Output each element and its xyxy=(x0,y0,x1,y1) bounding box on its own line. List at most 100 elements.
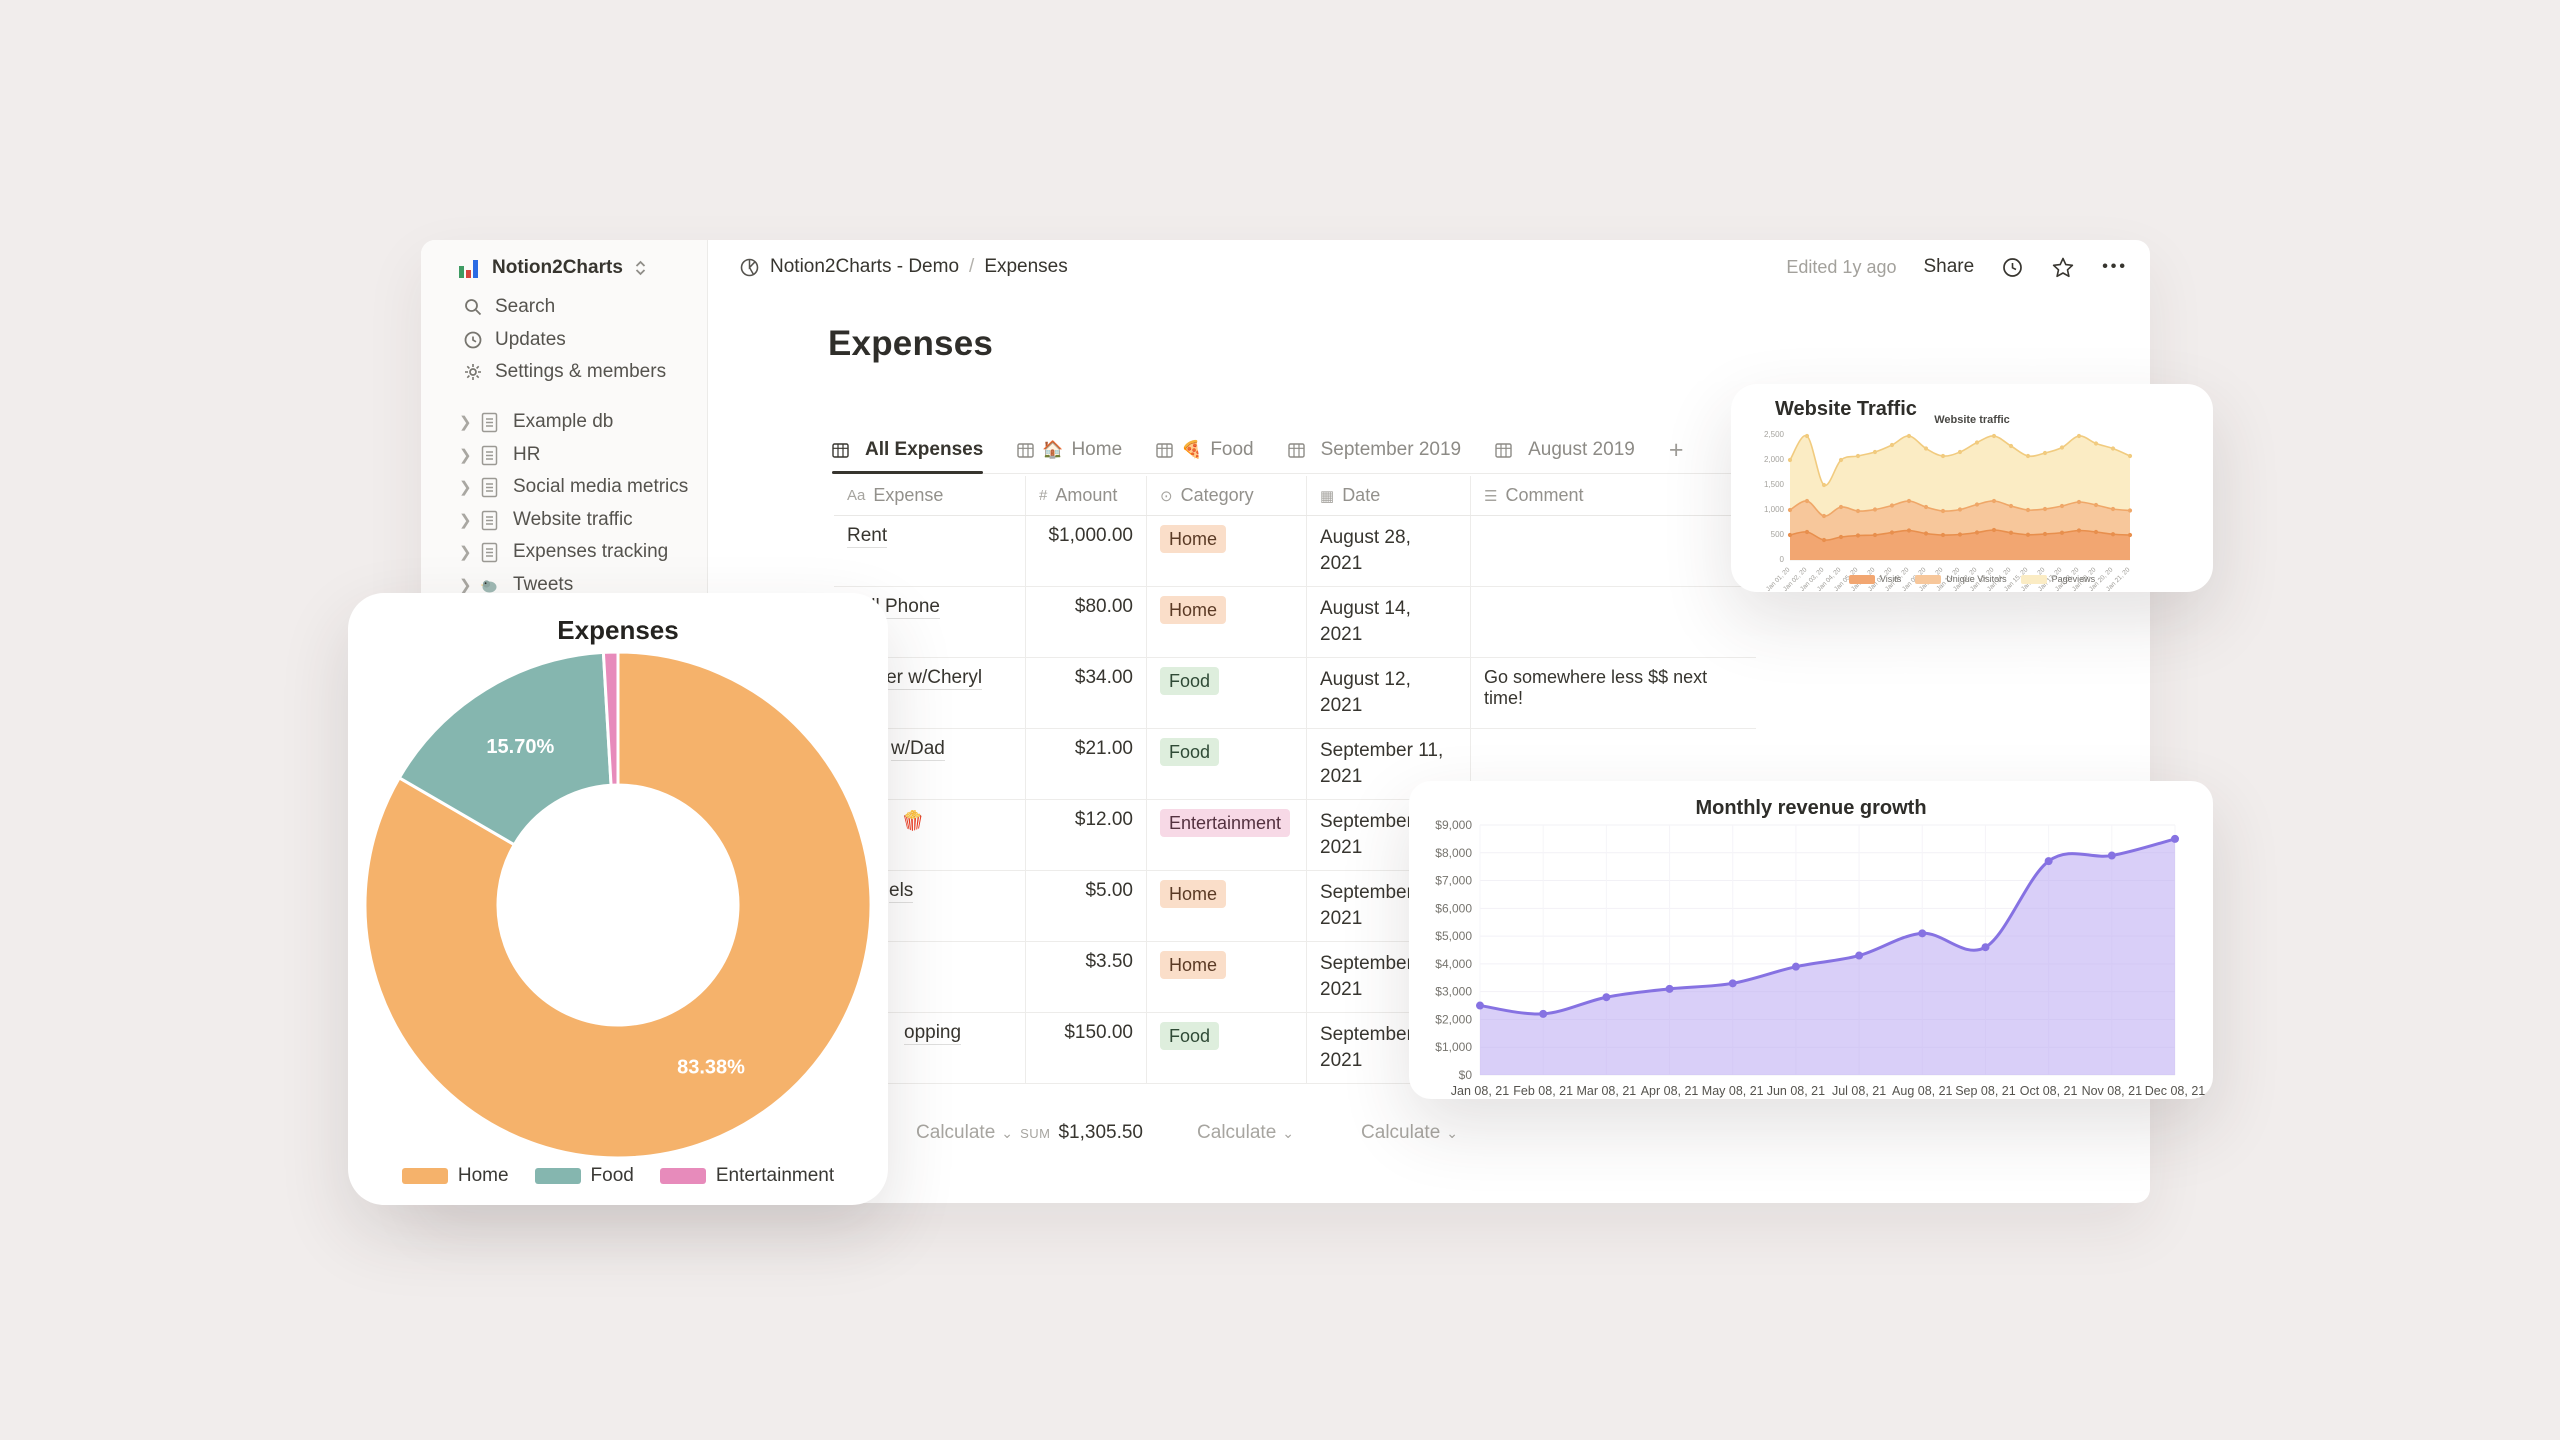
calculate-button-expense[interactable]: Calculate ⌄ xyxy=(916,1122,1013,1143)
cell-date[interactable]: September 11, 2021 xyxy=(1307,729,1471,799)
sidebar-item-updates[interactable]: Updates xyxy=(421,324,708,356)
page-icon xyxy=(481,412,498,432)
add-view-button[interactable]: + xyxy=(1668,436,1684,464)
more-options-button[interactable]: ••• xyxy=(2102,258,2128,275)
cell-comment[interactable] xyxy=(1471,516,1756,586)
calculate-button-date[interactable]: Calculate ⌄ xyxy=(1361,1122,1458,1143)
calculate-button-category[interactable]: Calculate ⌄ xyxy=(1197,1122,1294,1143)
workspace-switcher[interactable]: Notion2Charts xyxy=(457,256,647,280)
cell-amount[interactable]: $5.00 xyxy=(1026,871,1147,941)
svg-text:1,000: 1,000 xyxy=(1764,505,1785,514)
cell-category[interactable]: Food xyxy=(1147,1013,1307,1083)
cell-comment[interactable]: Go somewhere less $$ next time! xyxy=(1484,667,1708,708)
table-row[interactable]: Rent $1,000.00 Home August 28, 2021 xyxy=(834,516,1756,587)
cell-amount[interactable]: $34.00 xyxy=(1026,658,1147,728)
legend-swatch xyxy=(1848,574,1875,584)
cell-amount[interactable]: $1,000.00 xyxy=(1026,516,1147,586)
cell-comment[interactable] xyxy=(1471,587,1756,657)
category-tag: Food xyxy=(1160,738,1220,766)
topbar: Notion2Charts - Demo / Expenses Edited 1… xyxy=(708,240,2150,294)
breadcrumb-root[interactable]: Notion2Charts - Demo xyxy=(770,256,960,277)
cell-expense[interactable]: 🍿 xyxy=(834,800,1026,870)
cell-category[interactable]: Home xyxy=(1147,587,1307,657)
sidebar-page-example-db[interactable]: ❯ Example db xyxy=(421,406,708,438)
cell-date[interactable]: August 12, 2021 xyxy=(1307,658,1471,728)
svg-text:0: 0 xyxy=(1780,555,1785,564)
sidebar-page-expenses-tracking[interactable]: ❯ Expenses tracking xyxy=(421,536,708,568)
cell-category[interactable]: Home xyxy=(1147,942,1307,1012)
share-button[interactable]: Share xyxy=(1923,256,1975,277)
legend-item: Visits xyxy=(1848,574,1901,584)
table-row[interactable]: Cell Phone $80.00 Home August 14, 2021 xyxy=(834,587,1756,658)
column-header-category[interactable]: ⊙ Category xyxy=(1147,476,1307,515)
svg-text:Nov 08, 21: Nov 08, 21 xyxy=(2082,1084,2143,1098)
expenses-table: Aa Expense # Amount ⊙ Category ▦ Date ☰ Comme… xyxy=(834,476,1756,1144)
amount-sum[interactable]: SUM $1,305.50 xyxy=(1020,1122,1147,1144)
cell-category[interactable]: Food xyxy=(1147,729,1307,799)
chevron-right-icon[interactable]: ❯ xyxy=(459,414,472,431)
sidebar-item-label: Settings & members xyxy=(495,361,667,382)
chevron-right-icon[interactable]: ❯ xyxy=(459,544,472,561)
tab-all-expenses[interactable]: All Expenses xyxy=(832,439,984,474)
website-traffic-card: Website Traffic Website traffic 0 500 1,00… xyxy=(1731,384,2213,593)
page-title: Expenses xyxy=(828,324,994,363)
svg-text:Oct 08, 21: Oct 08, 21 xyxy=(2020,1084,2078,1098)
column-header-date[interactable]: ▦ Date xyxy=(1307,476,1471,515)
page-icon xyxy=(481,477,498,497)
monthly-revenue-card: Monthly revenue growth $0 $1,000 $2,000 $3,… xyxy=(1409,781,2213,1099)
chevron-up-down-icon xyxy=(635,260,646,276)
breadcrumb-page[interactable]: Expenses xyxy=(984,256,1068,277)
tab-home[interactable]: 🏠 Home xyxy=(1017,439,1122,473)
svg-text:Dec 08, 21: Dec 08, 21 xyxy=(2145,1084,2206,1098)
sidebar-page-website-traffic[interactable]: ❯ Website traffic xyxy=(421,504,708,536)
cell-date[interactable]: August 14, 2021 xyxy=(1307,587,1471,657)
cell-expense[interactable]: Rent xyxy=(834,516,1026,586)
tab-september-2019[interactable]: September 2019 xyxy=(1287,439,1461,473)
cell-category[interactable]: Home xyxy=(1147,871,1307,941)
chevron-right-icon[interactable]: ❯ xyxy=(459,447,472,464)
table-row[interactable]: els $5.00 Home September 3, 2021 xyxy=(834,871,1756,942)
clock-icon xyxy=(464,331,482,349)
cell-category[interactable]: Entertainment xyxy=(1147,800,1307,870)
table-row[interactable]: w/Dad $21.00 Food September 11, 2021 xyxy=(834,729,1756,800)
cell-category[interactable]: Food xyxy=(1147,658,1307,728)
sidebar-item-settings[interactable]: Settings & members xyxy=(421,356,708,388)
cell-category[interactable]: Home xyxy=(1147,516,1307,586)
cell-amount[interactable]: $12.00 xyxy=(1026,800,1147,870)
sidebar-page-hr[interactable]: ❯ HR xyxy=(421,439,708,471)
sidebar-item-search[interactable]: Search xyxy=(421,291,708,323)
page-icon xyxy=(481,510,498,530)
column-header-expense[interactable]: Aa Expense xyxy=(834,476,1026,515)
text-property-icon: Aa xyxy=(847,487,866,504)
cell-amount[interactable]: $150.00 xyxy=(1026,1013,1147,1083)
cell-amount[interactable]: $3.50 xyxy=(1026,942,1147,1012)
chevron-right-icon[interactable]: ❯ xyxy=(459,512,472,529)
table-row[interactable]: Dinner w/Cheryl $34.00 Food August 12, 2… xyxy=(834,658,1756,729)
chevron-right-icon[interactable]: ❯ xyxy=(459,479,472,496)
chevron-right-icon[interactable]: ❯ xyxy=(459,577,472,594)
cell-amount[interactable]: $21.00 xyxy=(1026,729,1147,799)
table-row[interactable]: opping $150.00 Food September 28, 2021 xyxy=(834,1013,1756,1084)
cell-expense[interactable] xyxy=(834,942,1026,1012)
sidebar-page-label: Expenses tracking xyxy=(513,541,669,562)
cell-expense[interactable]: w/Dad xyxy=(834,729,1026,799)
expenses-donut-chart: 83.38% 15.70% xyxy=(363,650,873,1160)
sidebar-page-social-media[interactable]: ❯ Social media metrics xyxy=(421,471,708,503)
column-header-amount[interactable]: # Amount xyxy=(1026,476,1147,515)
cell-expense[interactable]: opping xyxy=(834,1013,1026,1083)
tab-august-2019[interactable]: August 2019 xyxy=(1495,439,1635,473)
breadcrumb: Notion2Charts - Demo / Expenses xyxy=(739,256,1068,278)
cell-date[interactable]: September 3, 2021 xyxy=(1307,871,1471,941)
history-icon[interactable] xyxy=(2001,256,2024,279)
chevron-down-icon: ⌄ xyxy=(1282,1124,1294,1141)
star-icon[interactable] xyxy=(2051,256,2075,279)
cell-date[interactable]: August 28, 2021 xyxy=(1307,516,1471,586)
cell-expense[interactable]: els xyxy=(834,871,1026,941)
date-property-icon: ▦ xyxy=(1320,487,1335,505)
sidebar-page-tweets[interactable]: ❯ Tweets xyxy=(421,569,708,601)
tab-food[interactable]: 🍕 Food xyxy=(1156,439,1254,473)
cell-amount[interactable]: $80.00 xyxy=(1026,587,1147,657)
tab-label: August 2019 xyxy=(1528,439,1635,460)
column-header-comment[interactable]: ☰ Comment xyxy=(1484,485,1584,505)
